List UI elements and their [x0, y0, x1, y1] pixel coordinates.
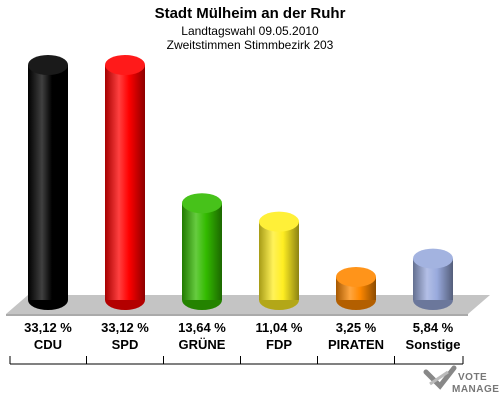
value-label: 11,04 %: [256, 320, 303, 335]
bar-sonstige: [413, 248, 453, 310]
category-label: Sonstige: [406, 337, 461, 352]
category-label: SPD: [112, 337, 139, 352]
category-label: FDP: [266, 337, 292, 352]
bar-group: [28, 55, 453, 310]
bar-spd: [105, 55, 145, 310]
bar-grüne: [182, 193, 222, 310]
chart-subtitle-district: Zweitstimmen Stimmbezirk 203: [167, 38, 334, 52]
value-label: 3,25 %: [336, 320, 377, 335]
value-label-group: 33,12 % 33,12 % 13,64 % 11,04 % 3,25 % 5,84 %: [24, 320, 454, 335]
category-label: CDU: [34, 337, 62, 352]
value-label: 33,12 %: [24, 320, 72, 335]
category-label-group: CDU SPD GRÜNE FDP PIRATEN Sonstige: [34, 337, 461, 352]
chart-subtitle-election: Landtagswahl 09.05.2010: [181, 24, 319, 38]
vote-manager-logo: VOTE MANAGER: [423, 365, 500, 395]
category-axis: [9, 356, 464, 365]
logo-mark-icon: [423, 365, 457, 390]
value-label: 5,84 %: [413, 320, 454, 335]
bar-fdp: [259, 211, 299, 310]
category-label: GRÜNE: [179, 337, 226, 352]
logo-text-manager: MANAGER: [452, 384, 500, 395]
category-label: PIRATEN: [328, 337, 384, 352]
chart-floor-edge: [6, 314, 468, 316]
value-label: 13,64 %: [178, 320, 226, 335]
logo-text-vote: VOTE: [458, 372, 487, 383]
bar-piraten: [336, 266, 376, 310]
value-label: 33,12 %: [101, 320, 149, 335]
chart-title: Stadt Mülheim an der Ruhr: [155, 5, 346, 22]
bar-cdu: [28, 55, 68, 310]
